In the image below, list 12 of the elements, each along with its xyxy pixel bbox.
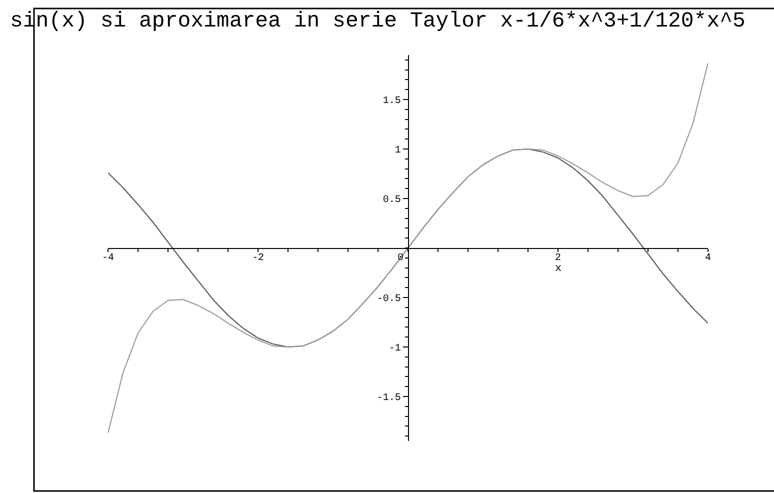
x-axis-title: x xyxy=(555,263,562,275)
y-tick-label: 1.5 xyxy=(382,96,401,108)
y-tick-label: -0.5 xyxy=(376,294,401,305)
x-tick-label: 4 xyxy=(704,253,712,264)
y-tick-label: 0.5 xyxy=(382,195,401,206)
y-tick-label: -1 xyxy=(388,343,401,354)
x-tick-label: -2 xyxy=(252,253,264,264)
x-tick-label: 2 xyxy=(554,253,562,264)
y-tick-label: -1.5 xyxy=(376,392,401,404)
x-tick-label: -4 xyxy=(102,253,114,264)
y-tick-label: 1 xyxy=(394,146,401,157)
x-tick-label: 0 xyxy=(397,253,419,264)
